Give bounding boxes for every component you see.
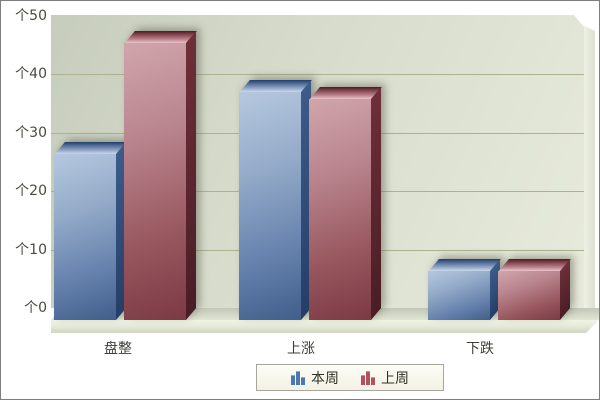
bar-front-face <box>498 271 560 320</box>
legend: 本周 上周 <box>256 364 444 391</box>
y-axis-tick-label: 个10 <box>15 241 47 258</box>
bar-front-face <box>239 92 301 320</box>
bar-front-face <box>54 154 116 320</box>
legend-label: 上周 <box>381 370 409 387</box>
plot-wall-side-face <box>584 26 595 323</box>
plot-floor-front-face <box>51 320 599 333</box>
bar-side-face <box>186 31 196 321</box>
red-columns-icon <box>361 370 375 385</box>
blue-columns-icon <box>291 370 305 385</box>
y-axis-tick-label: 个20 <box>15 183 47 199</box>
bar-本周-上涨 <box>239 80 312 321</box>
bar-上周-上涨 <box>309 87 382 321</box>
gridline <box>51 74 584 75</box>
legend-item-last-week: 上周 <box>361 368 409 388</box>
bar-front-face <box>309 99 371 320</box>
y-axis-tick-label: 个40 <box>15 66 47 82</box>
bar-本周-盘整 <box>54 142 127 320</box>
x-axis-category-label: 上涨 <box>287 341 315 357</box>
bar-side-face <box>560 259 570 320</box>
legend-item-this-week: 本周 <box>291 368 339 388</box>
bar-front-face <box>124 43 186 320</box>
bar-本周-下跌 <box>428 259 501 320</box>
x-axis-category-label: 盘整 <box>104 341 132 357</box>
x-axis-category-label: 下跌 <box>466 341 494 357</box>
bar-上周-盘整 <box>124 31 197 321</box>
y-axis-tick-label: 个30 <box>15 124 47 141</box>
y-axis-tick-label: 个50 <box>15 7 47 24</box>
y-axis-tick-label: 个0 <box>24 300 47 316</box>
legend-label: 本周 <box>311 370 339 387</box>
bar-side-face <box>371 87 381 321</box>
bar-上周-下跌 <box>498 259 571 320</box>
bar-front-face <box>428 271 490 320</box>
